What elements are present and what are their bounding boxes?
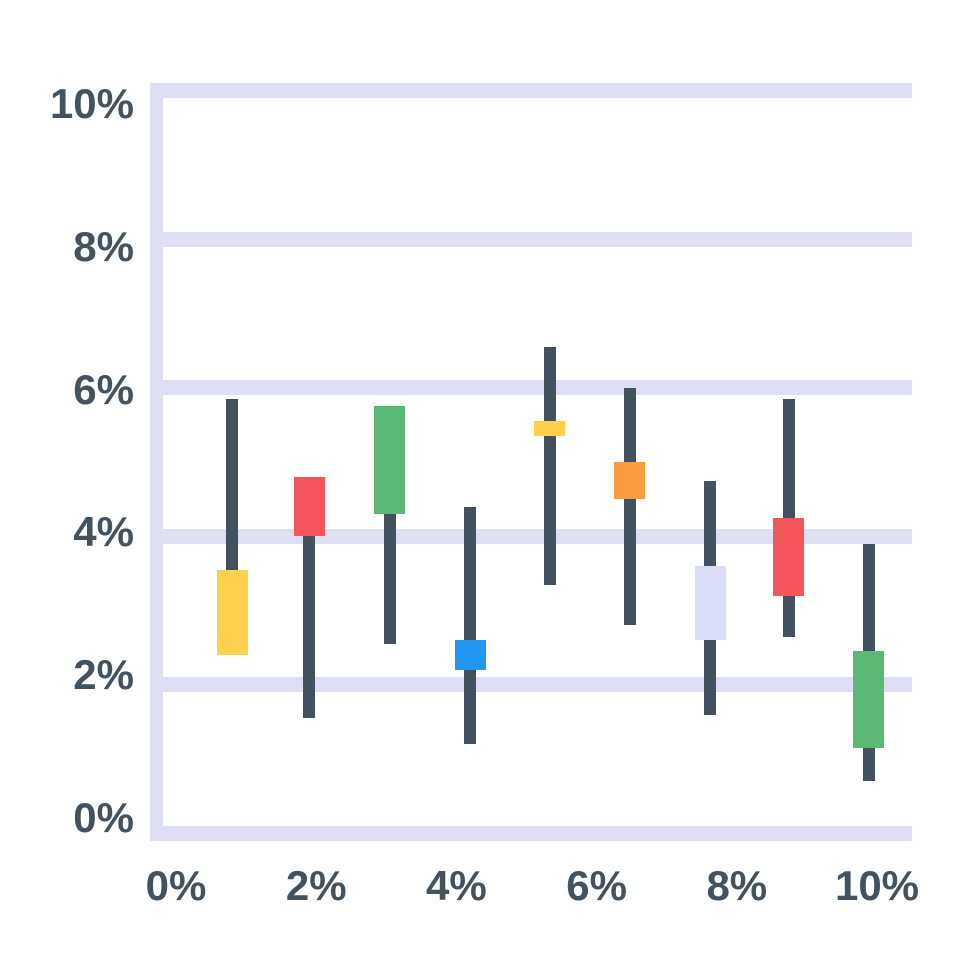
candle-wick [464,506,477,745]
x-axis-line [150,826,912,841]
candle-wick [303,476,316,719]
y-axis-line [150,83,163,841]
candle-body [374,406,406,514]
gridline [150,83,912,98]
gridline [150,231,912,247]
candle-body [534,421,566,436]
x-axis-tick-label: 10% [834,862,920,909]
candle-body [293,476,325,537]
y-axis-tick-label: 2% [73,651,134,699]
candle-wick [623,387,636,626]
x-axis-tick-label: 0% [145,862,207,909]
x-axis-tick-label: 6% [566,862,627,909]
gridline [150,677,912,693]
gridline [150,528,912,544]
y-axis-tick-label: 8% [73,222,134,270]
candle-body [216,569,248,656]
candle-body [773,517,805,596]
y-axis-tick-label: 4% [73,508,134,556]
gridline [150,380,912,396]
candle-body [614,462,646,500]
y-axis-tick-label: 6% [73,365,134,413]
x-axis-tick-label: 4% [426,862,487,909]
candle-wick [543,346,556,585]
x-axis-tick-label: 8% [706,862,768,909]
y-axis-tick-label: 0% [73,794,134,841]
candle-body [853,651,885,749]
candle-body [694,566,726,641]
y-axis-tick-label: 10% [49,80,134,127]
candle-body [454,640,486,671]
x-axis-tick-label: 2% [285,862,347,909]
